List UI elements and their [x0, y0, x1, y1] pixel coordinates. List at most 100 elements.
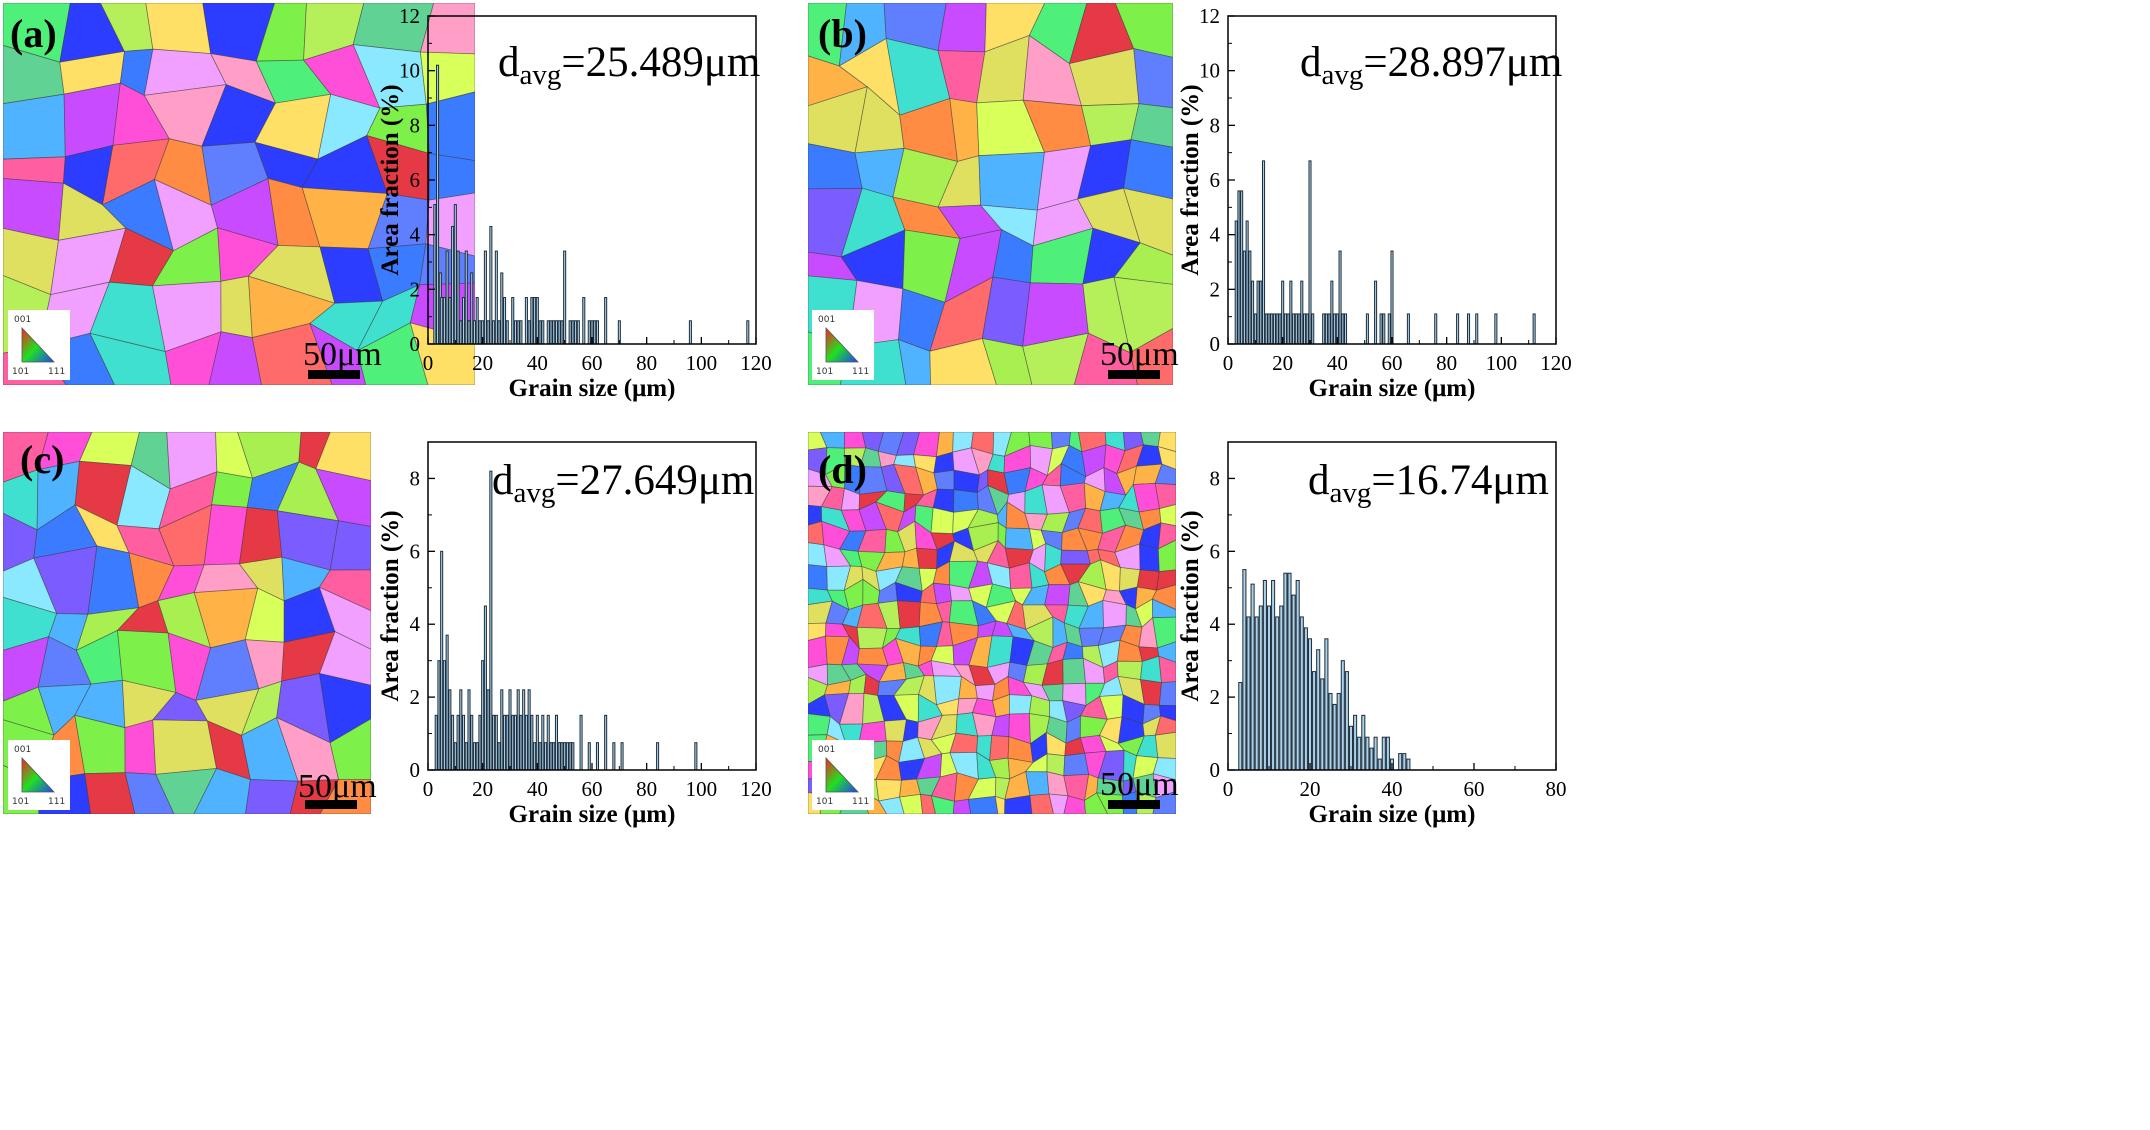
histogram-bar — [1390, 250, 1394, 345]
histogram-bar — [442, 297, 446, 345]
histogram-bar — [574, 320, 578, 345]
y-tick-label: 4 — [410, 612, 421, 636]
x-tick-label: 60 — [1464, 777, 1485, 801]
grain — [967, 795, 999, 814]
ipf-label-101: 101 — [816, 797, 833, 807]
histogram-bar — [527, 689, 531, 771]
grain — [981, 337, 1033, 385]
grain — [1151, 584, 1176, 611]
histogram-bar — [503, 297, 507, 345]
y-tick-label: 4 — [1210, 612, 1221, 636]
annotation-c-d: d — [492, 457, 514, 504]
grain — [1152, 616, 1176, 649]
ipf-label-001: 001 — [818, 745, 835, 755]
histogram-bar — [462, 714, 466, 771]
grain — [1130, 103, 1173, 148]
grain — [1025, 771, 1050, 796]
grain — [1063, 795, 1086, 814]
x-tick-label: 100 — [686, 351, 718, 375]
x-tick-label: 80 — [1436, 351, 1457, 375]
grain — [1022, 332, 1089, 385]
histogram-bar — [459, 689, 463, 771]
histogram-bar — [448, 297, 452, 345]
x-tick-label: 20 — [472, 351, 493, 375]
histogram-bar — [568, 742, 572, 771]
histogram-bar — [483, 250, 487, 345]
x-tick-label: 0 — [1223, 777, 1234, 801]
histogram-bar — [464, 250, 468, 345]
histogram-bar — [1361, 714, 1366, 771]
histogram-bar — [1332, 703, 1337, 771]
histogram-bar — [475, 742, 479, 771]
grain — [1123, 187, 1173, 256]
histogram-bar — [565, 742, 569, 771]
grain — [1102, 600, 1127, 629]
histogram-bar — [492, 714, 496, 771]
grain — [164, 331, 222, 385]
grain — [315, 468, 371, 527]
histogram-bar — [1312, 671, 1317, 771]
annotation-b-sub: avg — [1321, 59, 1364, 91]
histogram-bar — [1297, 313, 1301, 345]
histogram-bar — [497, 742, 501, 771]
histogram-bar — [470, 714, 474, 771]
histogram-bar — [554, 714, 558, 771]
y-axis-title: Area fraction (%) — [377, 84, 404, 275]
histogram-bar — [1279, 605, 1284, 771]
histogram-bar — [541, 714, 545, 771]
histogram-bar — [1320, 678, 1325, 771]
grain — [318, 631, 371, 686]
histogram-bar — [557, 320, 561, 345]
grain — [932, 582, 953, 605]
panel-label-b: (b) — [818, 11, 867, 56]
grain — [930, 795, 955, 814]
histogram-bar — [571, 742, 575, 771]
ipf-label-101: 101 — [12, 367, 29, 377]
histogram-bar — [1324, 638, 1329, 771]
grain — [1133, 48, 1173, 109]
histogram-bar — [576, 320, 580, 345]
chart-c: 0 20 40 60 80 100 120 0 2 4 6 8 Grain size (μm) Area … — [377, 432, 772, 828]
histogram-bar — [475, 297, 479, 345]
grain — [1063, 752, 1090, 777]
histogram-bar — [464, 742, 468, 771]
histogram-bar — [1248, 250, 1252, 345]
histogram-bar — [688, 320, 692, 345]
grain — [329, 520, 371, 571]
ipf-key-d: 001 101 111 — [812, 740, 874, 810]
histogram-bar — [530, 297, 534, 345]
histogram-bar — [1365, 313, 1369, 345]
histogram-bar — [500, 272, 504, 345]
grain — [897, 338, 932, 385]
ebsd-map-c — [3, 432, 371, 814]
y-tick-label: 0 — [410, 758, 421, 782]
histogram-bar — [1303, 627, 1308, 771]
histogram-bar — [503, 714, 507, 771]
histogram-bar — [549, 320, 553, 345]
chart-d: 0 20 40 60 80 0 2 4 6 8 Grain size (μm) Area fracti… — [1177, 432, 1568, 828]
panel-label-c: (c) — [20, 437, 65, 482]
scale-label-a: 50μm — [303, 336, 382, 373]
grain — [155, 768, 218, 814]
y-axis-title: Area fraction (%) — [1177, 84, 1204, 275]
grain — [1140, 679, 1162, 706]
histogram-bar — [445, 634, 449, 771]
histogram-bar — [1286, 313, 1290, 345]
grain — [1048, 793, 1069, 814]
histogram-bar — [1270, 313, 1274, 345]
histogram-bar — [1357, 736, 1362, 771]
histogram-bar — [1267, 313, 1271, 345]
histogram-bar — [445, 250, 449, 345]
x-tick-label: 60 — [582, 777, 603, 801]
panel-label-d: (d) — [818, 447, 867, 492]
ipf-triangle-svg: 001 101 111 — [12, 315, 65, 377]
grain — [1029, 793, 1055, 814]
grain — [1159, 503, 1176, 527]
histogram-bar — [593, 320, 597, 345]
scale-label-b: 50μm — [1100, 336, 1179, 373]
grain — [930, 507, 954, 535]
histogram-bar — [541, 320, 545, 345]
grain-map-svg — [808, 3, 1173, 385]
histogram-bar — [538, 742, 542, 771]
grain — [1004, 527, 1034, 551]
